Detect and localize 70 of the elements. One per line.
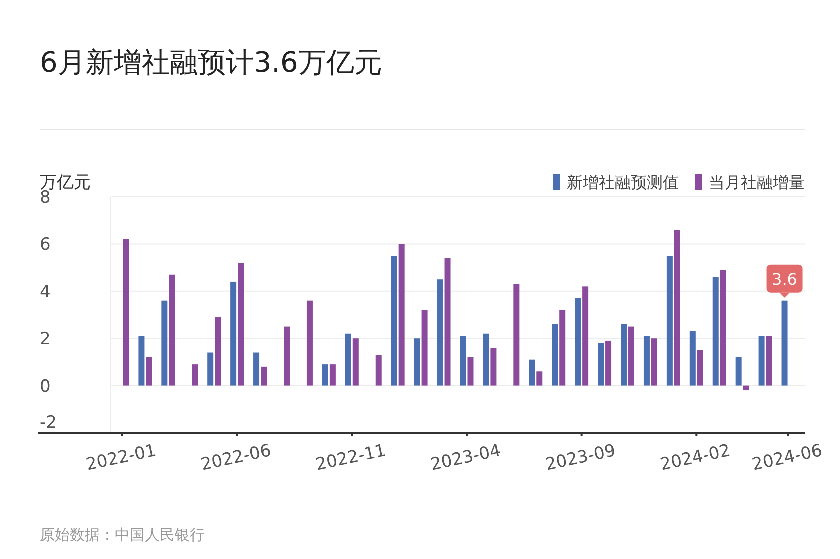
bar: [666, 256, 673, 386]
legend-label: 新增社融预测值: [567, 173, 679, 192]
y-tick-label: 6: [40, 235, 51, 256]
x-tick-label: 2024-02: [658, 440, 732, 476]
bar: [758, 336, 765, 386]
bar: [208, 352, 214, 386]
bar: [437, 280, 444, 386]
bar: [422, 310, 428, 386]
bar: [192, 364, 198, 386]
bar: [468, 357, 474, 386]
bar: [536, 372, 543, 386]
bar: [483, 334, 490, 386]
bar: [306, 300, 313, 386]
bar: [414, 338, 420, 386]
text: 原始数据：中国人民银行: [40, 526, 205, 544]
chart-title: 6月新增社融预计3.6万亿元: [40, 46, 382, 79]
bar: [460, 336, 466, 386]
bar: [736, 357, 742, 386]
bar: [254, 352, 260, 386]
bar: [169, 274, 176, 386]
bar: [766, 336, 772, 386]
y-tick-label: 2: [40, 330, 51, 350]
bar: [514, 284, 520, 386]
bar: [621, 324, 627, 386]
bar: [376, 355, 382, 386]
bar: [230, 282, 237, 386]
bar: [674, 230, 680, 386]
bar: [598, 343, 604, 386]
bar: [644, 336, 650, 386]
bar: [146, 357, 152, 386]
x-tick-label: 2022-01: [84, 440, 158, 476]
legend-label: 当月社融增量: [709, 173, 805, 192]
bar: [162, 300, 168, 386]
bar: [284, 326, 290, 386]
bar: [628, 326, 634, 386]
y-tick-label: -2: [40, 413, 57, 433]
bar: [690, 332, 696, 386]
data-label: 3.6: [772, 270, 798, 289]
x-tick-label: 2023-09: [544, 440, 618, 476]
bar: [712, 277, 719, 386]
x-tick-label: 2022-11: [314, 440, 388, 476]
bar: [575, 298, 582, 386]
bar: [138, 336, 145, 386]
x-tick-label: 2024-06: [750, 440, 824, 476]
bar: [529, 360, 536, 386]
bar: [743, 386, 750, 391]
bar: [261, 366, 268, 386]
bar: [651, 338, 658, 386]
bar: [322, 364, 328, 386]
bar: [215, 317, 222, 386]
bar: [490, 348, 497, 386]
bar: [606, 340, 612, 386]
y-tick-label: 4: [40, 282, 51, 302]
bar: [345, 334, 352, 386]
y-tick-label: 0: [40, 376, 51, 397]
bar: [398, 244, 405, 386]
bar: [352, 338, 359, 386]
bar: [560, 310, 566, 386]
bar: [782, 300, 788, 386]
bar: [330, 364, 336, 386]
bar: [391, 256, 398, 386]
bar: [444, 258, 451, 386]
bar: [582, 286, 589, 386]
bar: [238, 263, 244, 386]
bar: [123, 239, 130, 386]
bar: [720, 270, 726, 386]
bar: [552, 324, 558, 386]
bar: [697, 350, 704, 386]
x-tick-label: 2022-06: [199, 440, 274, 476]
x-tick-label: 2023-04: [429, 440, 503, 476]
